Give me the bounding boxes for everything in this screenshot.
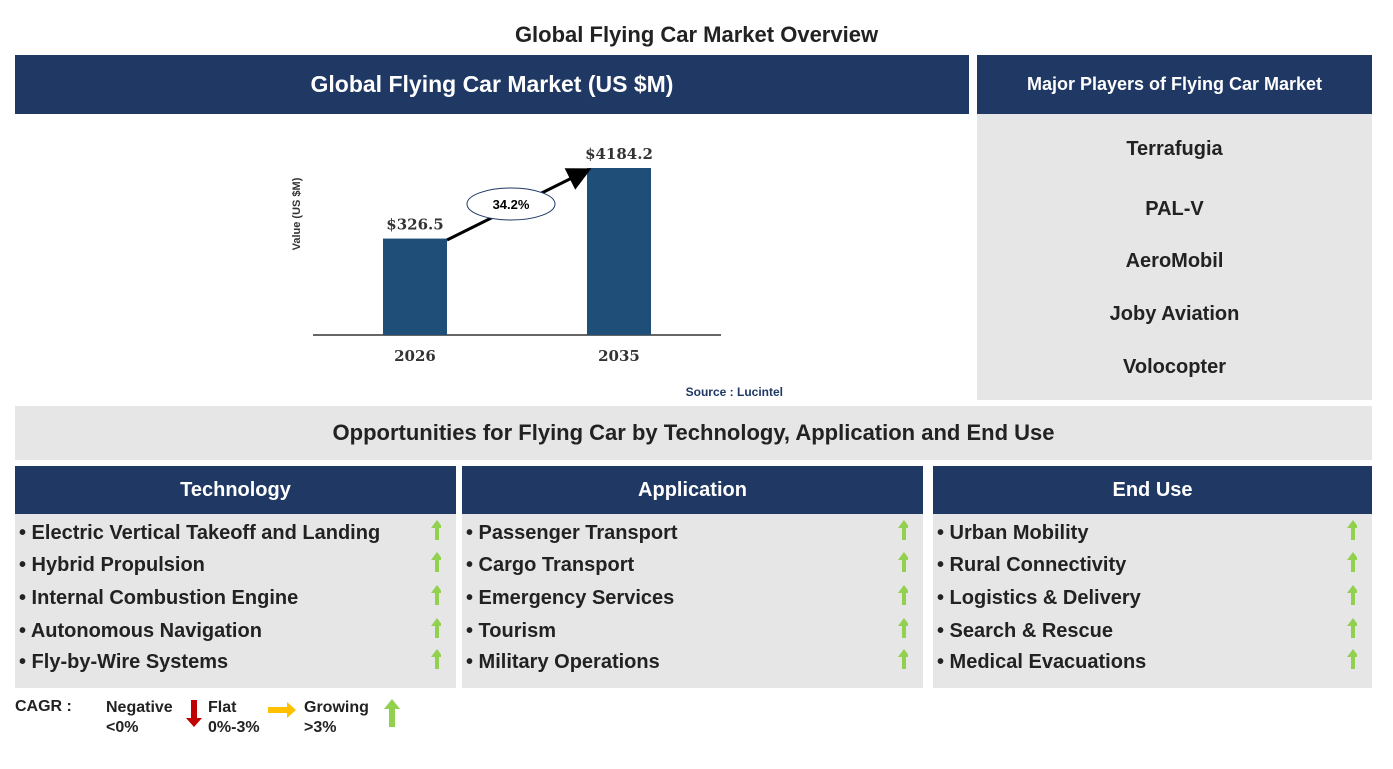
opportunities-header: Opportunities for Flying Car by Technolo… <box>15 406 1372 460</box>
list-item: • Internal Combustion Engine <box>19 587 299 609</box>
list-item: • Tourism <box>466 620 556 642</box>
up-arrow-icon <box>1347 585 1357 605</box>
player-item: Terrafugia <box>1126 138 1223 160</box>
player-item: Joby Aviation <box>1109 303 1240 325</box>
up-arrow-icon <box>898 585 908 605</box>
up-arrow-icon <box>1347 552 1357 572</box>
up-arrow-icon <box>431 585 441 605</box>
up-arrow-icon <box>431 649 441 669</box>
list-item: • Rural Connectivity <box>937 554 1127 576</box>
list-item: • Passenger Transport <box>466 522 678 544</box>
player-item: AeroMobil <box>1125 250 1224 272</box>
up-arrow-icon <box>1347 618 1357 638</box>
list-item: • Search & Rescue <box>937 620 1113 642</box>
list-item: • Electric Vertical Takeoff and Landing <box>19 522 381 544</box>
page-title: Global Flying Car Market Overview <box>514 22 879 47</box>
column-body <box>933 514 1372 688</box>
up-arrow-icon <box>1347 520 1357 540</box>
column-header-application: Application <box>462 466 923 514</box>
bar-chart: Value (US $M) $326.5 2026 $4184.2 2035 34.2… <box>291 145 783 399</box>
list-item: • Autonomous Navigation <box>19 620 262 642</box>
up-arrow-icon <box>431 618 441 638</box>
list-item: • Emergency Services <box>466 587 675 609</box>
list-item: • Fly-by-Wire Systems <box>19 651 229 673</box>
up-arrow-icon <box>431 520 441 540</box>
data-label: $326.5 <box>386 216 443 234</box>
down-arrow-icon <box>186 700 202 727</box>
players-header: Major Players of Flying Car Market <box>977 55 1372 114</box>
right-arrow-icon <box>268 702 296 718</box>
legend-negative: Negative <0% <box>106 699 173 736</box>
bar-2035 <box>587 168 651 335</box>
cagr-annotation: 34.2% <box>493 197 530 212</box>
data-label: $4184.2 <box>585 145 653 163</box>
source-label: Source : Lucintel <box>686 385 783 399</box>
cagr-legend-label: CAGR : <box>15 698 72 715</box>
list-item: • Military Operations <box>466 651 660 673</box>
list-item: • Medical Evacuations <box>937 651 1147 673</box>
legend-growing: Growing >3% <box>304 699 369 736</box>
x-tick-label: 2035 <box>598 347 640 365</box>
bar-2026 <box>383 238 447 335</box>
column-body <box>15 514 456 688</box>
column-body <box>462 514 923 688</box>
list-item: • Cargo Transport <box>466 554 635 576</box>
up-arrow-icon <box>898 520 908 540</box>
up-arrow-icon <box>1347 649 1357 669</box>
up-arrow-icon <box>431 552 441 572</box>
y-axis-label: Value (US $M) <box>291 177 303 250</box>
x-tick-label: 2026 <box>394 347 436 365</box>
list-item: • Logistics & Delivery <box>937 587 1141 609</box>
up-arrow-icon <box>898 552 908 572</box>
player-item: Volocopter <box>1123 356 1226 378</box>
list-item: • Hybrid Propulsion <box>19 554 205 576</box>
column-header-technology: Technology <box>15 466 456 514</box>
players-panel <box>977 114 1372 400</box>
up-arrow-icon <box>898 618 908 638</box>
legend-flat: Flat 0%-3% <box>208 699 260 736</box>
list-item: • Urban Mobility <box>937 522 1089 544</box>
up-arrow-icon <box>898 649 908 669</box>
column-header-end-use: End Use <box>933 466 1372 514</box>
up-arrow-icon <box>384 699 400 727</box>
cagr-ellipse <box>466 187 556 221</box>
chart-header: Global Flying Car Market (US $M) <box>15 55 969 114</box>
player-item: PAL-V <box>1145 198 1204 220</box>
